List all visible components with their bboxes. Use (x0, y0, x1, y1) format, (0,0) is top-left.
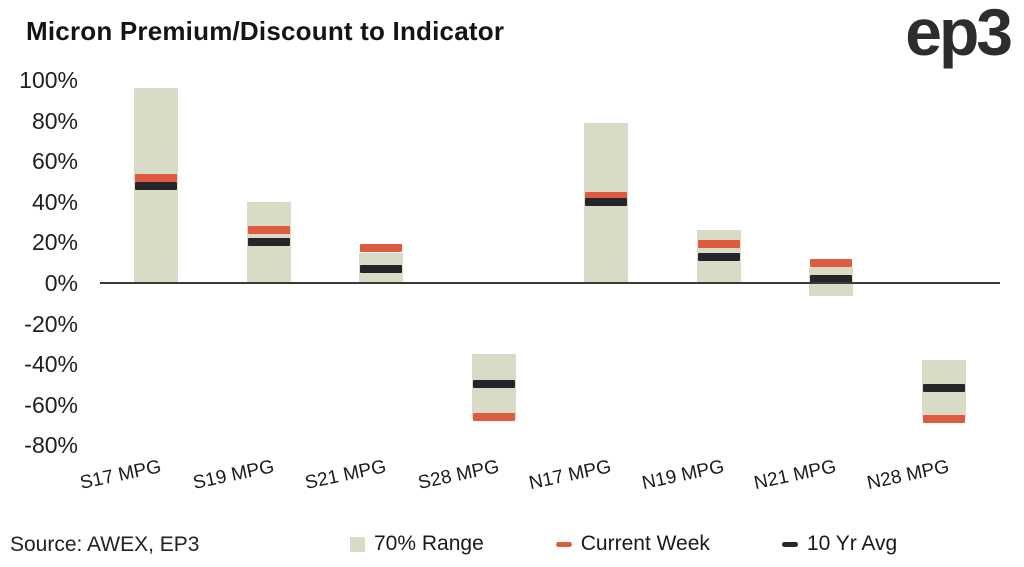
current-week-marker (585, 191, 628, 200)
ep3-logo: ep3 (905, 0, 1013, 69)
legend-label: 70% Range (374, 532, 484, 555)
x-axis-label: N28 MPG (864, 456, 951, 495)
y-tick-label: 40% (31, 188, 78, 215)
x-axis-label: N21 MPG (752, 456, 839, 495)
legend-item: Current Week (555, 532, 710, 556)
x-axis-label: S21 MPG (303, 456, 389, 494)
y-tick-label: 100% (19, 67, 78, 94)
plot-area: 100% 80% 60% 40% 20% 0% -20% -40% -60% -80% S17 MP… (19, 67, 1000, 495)
y-tick-label: 20% (31, 229, 78, 256)
source-text: Source: AWEX, EP3 (10, 533, 200, 556)
y-tick-label: -40% (24, 351, 78, 378)
y-tick-label: 0% (44, 270, 78, 296)
y-tick-label: -80% (24, 432, 78, 459)
ten-yr-avg-marker (810, 274, 853, 283)
legend-item: 10 Yr Avg (781, 532, 898, 556)
y-tick-label: -60% (24, 391, 78, 418)
ten-yr-avg-marker (360, 264, 403, 273)
x-axis-label: S17 MPG (78, 456, 164, 494)
chart-title: Micron Premium/Discount to Indicator (26, 16, 505, 46)
legend-item: 70% Range (350, 532, 484, 556)
ten-yr-avg-marker (135, 181, 178, 190)
current-week-marker (922, 414, 965, 423)
current-week-marker (247, 226, 290, 235)
current-week-marker (360, 243, 403, 252)
current-week-marker (135, 173, 178, 182)
legend-dash-swatch (555, 541, 572, 547)
legend-square-swatch (350, 536, 365, 552)
ten-yr-avg-marker (472, 380, 515, 389)
legend-label: Current Week (580, 532, 710, 555)
chart-legend: 70% Range Current Week 10 Yr Avg (350, 532, 897, 556)
ten-yr-avg-marker (697, 252, 740, 261)
current-week-marker (472, 412, 515, 421)
y-tick-label: -20% (24, 310, 78, 337)
legend-dash-swatch (781, 541, 798, 547)
y-tick-label: 60% (31, 148, 78, 175)
x-axis-label: N17 MPG (527, 456, 614, 495)
y-tick-label: 80% (31, 107, 78, 134)
ten-yr-avg-marker (585, 197, 628, 206)
current-week-marker (810, 258, 853, 267)
x-axis-label: S28 MPG (415, 456, 501, 494)
x-axis-line (100, 282, 1000, 284)
ten-yr-avg-marker (247, 238, 290, 247)
legend-label: 10 Yr Avg (806, 532, 898, 555)
current-week-marker (697, 240, 740, 249)
x-axis-label: N19 MPG (639, 456, 726, 495)
x-axis-label: S19 MPG (190, 456, 276, 494)
ten-yr-avg-marker (922, 384, 965, 393)
